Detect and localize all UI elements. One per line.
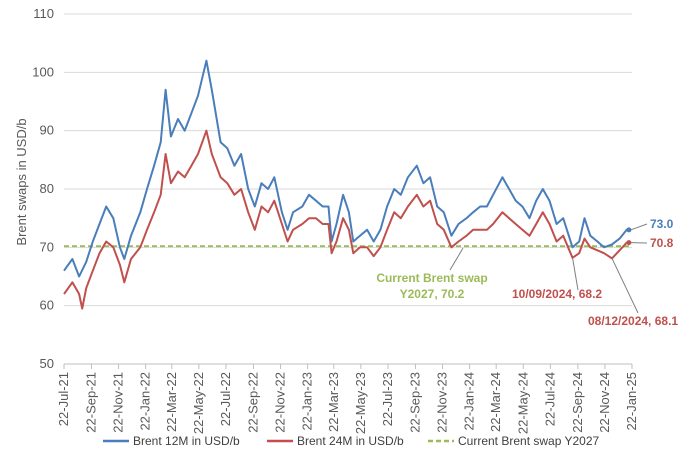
- y-tick-label: 100: [32, 64, 54, 79]
- end-value-label: 73.0: [650, 217, 674, 231]
- y-tick-label: 60: [40, 298, 54, 313]
- x-tick-label: 22-May-23: [353, 372, 368, 434]
- y-tick-label: 50: [40, 356, 54, 371]
- x-tick-label: 22-May-24: [515, 372, 530, 434]
- y-tick-label: 80: [40, 181, 54, 196]
- end-label-leader: [631, 224, 647, 230]
- legend: Brent 12M in USD/b Brent 24M in USD/b Curr…: [103, 434, 600, 448]
- reference-line-label-line: Y2027, 70.2: [400, 287, 465, 301]
- annotation-leader: [573, 258, 578, 290]
- annotation-label: 10/09/2024, 68.2: [512, 287, 602, 301]
- legend-label: Brent 12M in USD/b: [133, 434, 240, 448]
- x-tick-label: 22-Nov-24: [597, 372, 612, 433]
- y-tick-label: 110: [33, 6, 54, 21]
- grid-lines: [64, 14, 632, 364]
- x-tick-label: 22-Nov-21: [111, 372, 126, 433]
- x-tick-label: 22-Mar-22: [164, 372, 179, 432]
- y-tick-label: 70: [40, 239, 54, 254]
- x-tick-label: 22-Jul-21: [56, 372, 71, 426]
- series-end-marker: [626, 240, 631, 245]
- series-end-marker: [626, 227, 631, 232]
- y-tick-label: 90: [40, 123, 54, 138]
- x-tick-label: 22-Sep-22: [245, 372, 260, 433]
- x-tick-label: 22-Jan-25: [624, 372, 639, 431]
- x-tick-label: 22-Jan-22: [138, 372, 153, 431]
- x-tick-label: 22-May-22: [191, 372, 206, 434]
- y-axis-label: Brent swaps in USD/b: [14, 118, 29, 245]
- x-tick-label: 22-Jan-24: [462, 372, 477, 431]
- legend-label: Current Brent swap Y2027: [458, 434, 600, 448]
- x-tick-label: 22-Jan-23: [300, 372, 315, 431]
- series-line-brent-24m: [64, 131, 629, 309]
- x-tick-label: 22-Jul-24: [542, 372, 557, 426]
- end-value-label: 70.8: [650, 236, 674, 250]
- reference-line-label-line: Current Brent swap: [376, 271, 487, 285]
- x-tick-label: 22-Mar-24: [488, 372, 503, 432]
- reference-line-label: Current Brent swap Y2027, 70.2: [376, 271, 487, 301]
- annotations-layer: 73.0 70.8 10/09/2024, 68.2 08/12/2024, 68.1: [512, 217, 678, 328]
- x-tick-label: 22-Jul-23: [380, 372, 395, 426]
- x-tick-label: 22-Sep-21: [84, 372, 99, 433]
- annotation-label: 08/12/2024, 68.1: [588, 314, 678, 328]
- x-tick-label: 22-Sep-24: [570, 372, 585, 433]
- x-tick-label: 22-Mar-23: [326, 372, 341, 432]
- legend-label: Brent 24M in USD/b: [297, 434, 404, 448]
- x-tick-label: 22-Nov-22: [273, 372, 288, 433]
- reference-label-leader: [450, 248, 463, 270]
- annotation-leader: [612, 258, 638, 313]
- series-layer: [64, 61, 631, 309]
- x-tick-label: 22-Nov-23: [435, 372, 450, 433]
- series-line-brent-12m: [64, 61, 629, 277]
- x-tick-label: 22-Sep-23: [407, 372, 422, 433]
- x-tick-label: 22-Jul-22: [218, 372, 233, 426]
